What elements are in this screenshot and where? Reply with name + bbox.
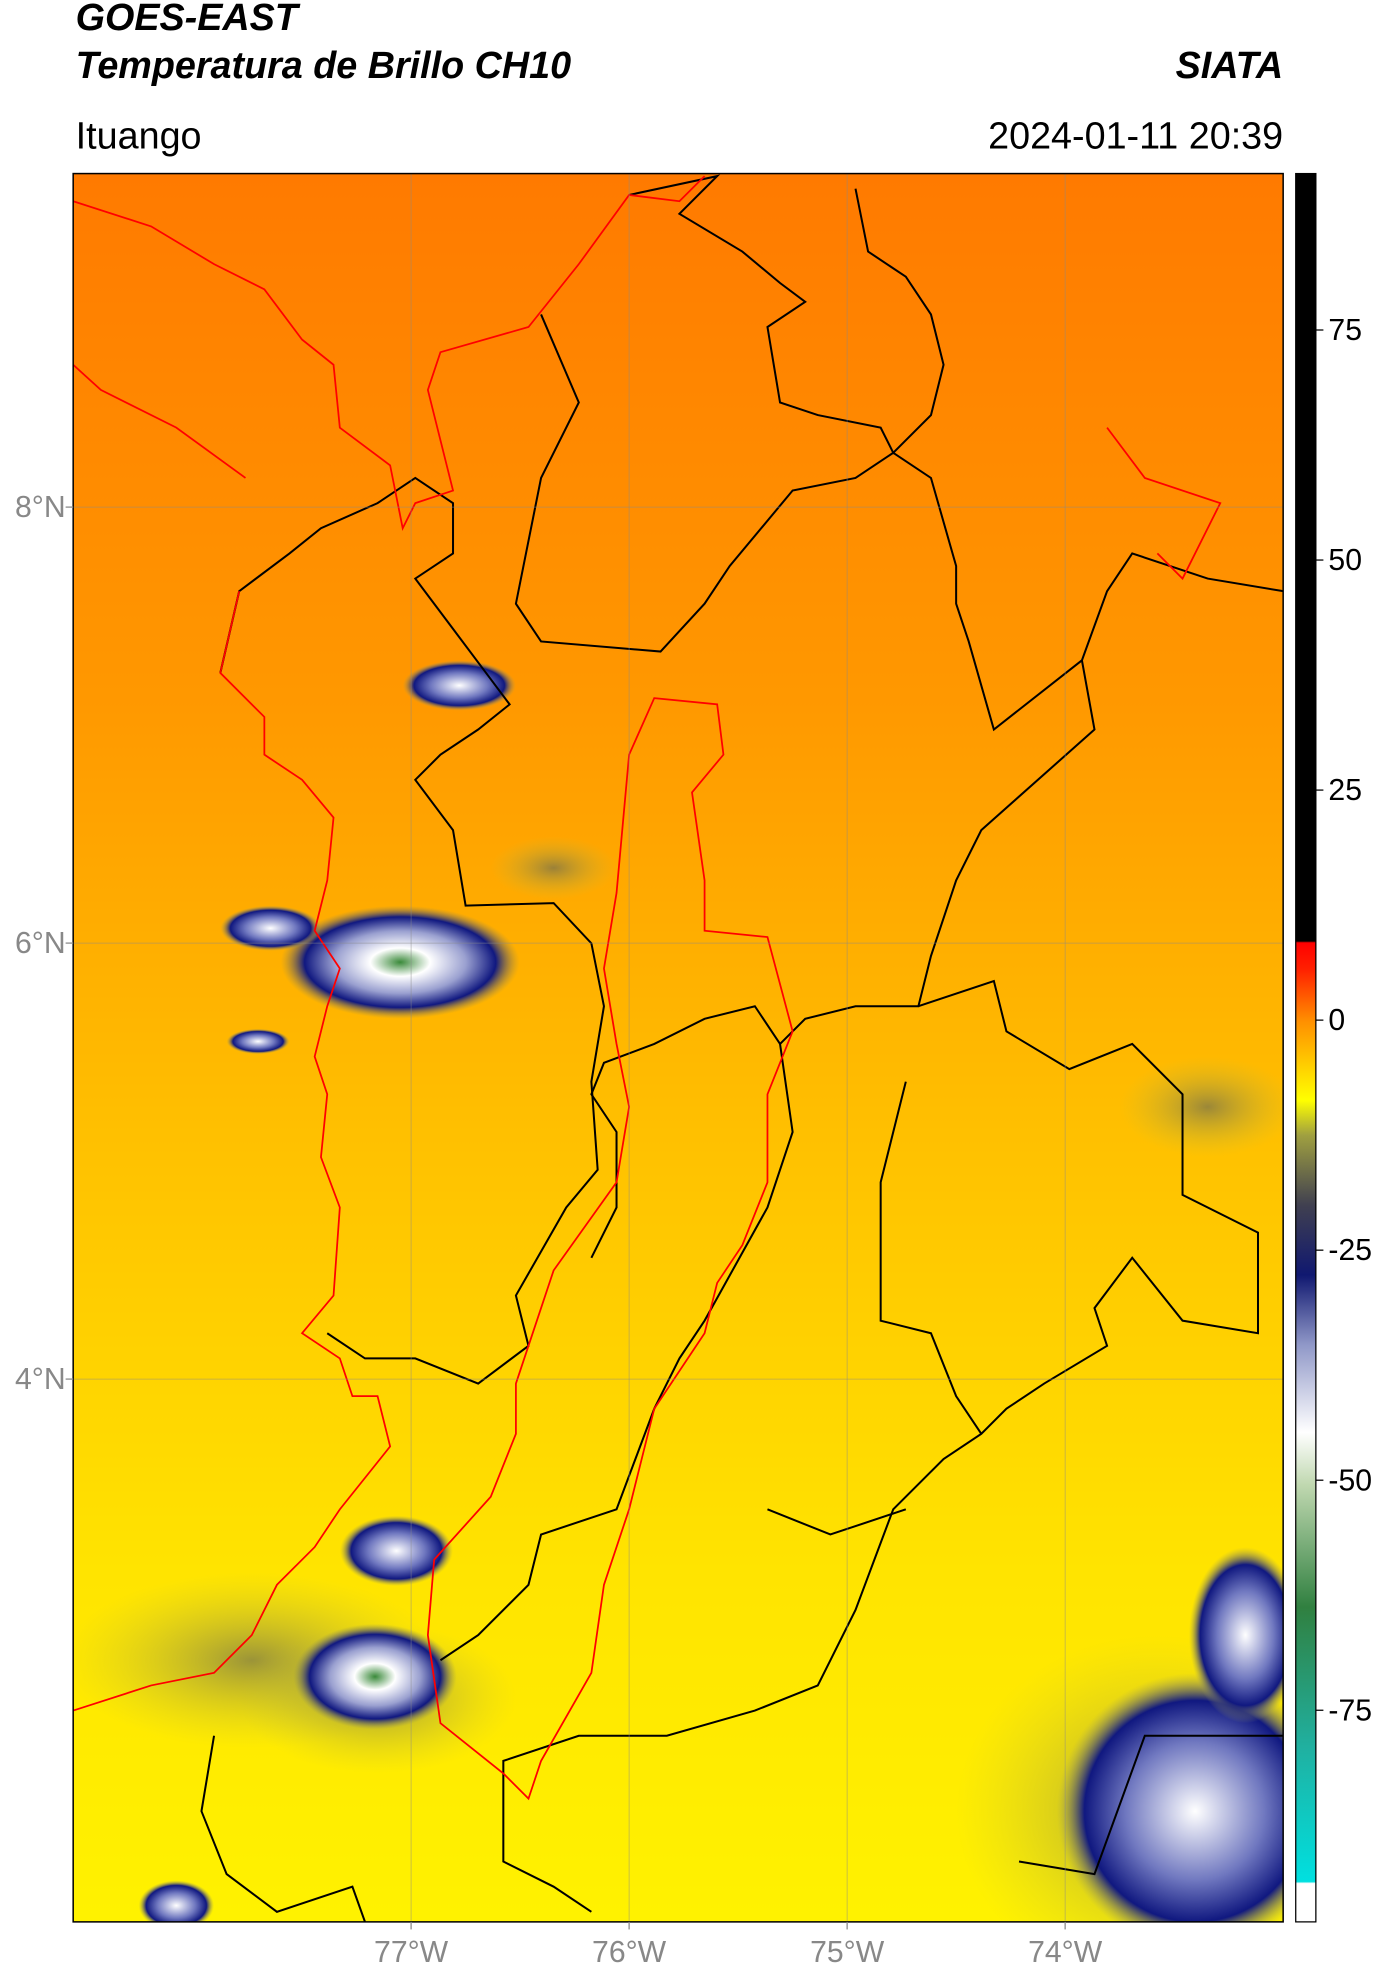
coastline bbox=[73, 364, 1222, 581]
cloud bbox=[1056, 1672, 1284, 1922]
border bbox=[200, 1734, 1284, 1922]
basin-outline bbox=[426, 697, 794, 1801]
x-tick-label: 74°W bbox=[1028, 1936, 1103, 1969]
colorbar-tick-label: 0 bbox=[1328, 1004, 1345, 1037]
location: Ituango bbox=[76, 114, 202, 156]
map bbox=[73, 173, 1284, 1922]
cloud bbox=[402, 660, 516, 711]
cloud bbox=[138, 1880, 215, 1922]
haze bbox=[490, 836, 617, 900]
colorbar-tick-label: -75 bbox=[1328, 1694, 1372, 1727]
cloud bbox=[339, 1515, 454, 1587]
map-frame bbox=[72, 172, 1284, 1923]
colorbar-tick-label: -50 bbox=[1328, 1464, 1372, 1497]
coastline bbox=[73, 175, 706, 1712]
haze bbox=[1119, 1056, 1284, 1158]
cloud bbox=[226, 1028, 290, 1055]
coastline bbox=[73, 175, 1222, 1801]
borders bbox=[200, 174, 1284, 1922]
border bbox=[219, 476, 605, 1385]
cloud bbox=[293, 1623, 457, 1730]
colorbar-tick-label: 50 bbox=[1328, 544, 1362, 577]
cloud bbox=[220, 905, 321, 951]
colorbar bbox=[1295, 172, 1317, 1923]
x-tick-label: 75°W bbox=[810, 1936, 885, 1969]
source: SIATA bbox=[1176, 44, 1284, 86]
x-tick-label: 76°W bbox=[592, 1936, 667, 1969]
title: GOES-EAST bbox=[76, 0, 301, 38]
clouds bbox=[73, 660, 1284, 1922]
datetime: 2024-01-11 20:39 bbox=[988, 114, 1283, 156]
border bbox=[628, 174, 945, 455]
y-tick-label: 4°N bbox=[15, 1363, 66, 1396]
colorbar-tick-label: 75 bbox=[1328, 314, 1362, 347]
grid bbox=[73, 173, 1284, 1922]
ticks: 77°W 76°W 75°W 74°W 4°N 6°N 8°N -75 -50 -25 0 25 50 7… bbox=[15, 314, 1372, 1969]
colorbar-tick-label: -25 bbox=[1328, 1234, 1372, 1267]
border bbox=[502, 979, 1260, 1913]
y-tick-label: 6°N bbox=[15, 927, 66, 960]
y-tick-label: 8°N bbox=[15, 491, 66, 524]
colorbar-tick-label: 25 bbox=[1328, 774, 1362, 807]
cloud bbox=[280, 905, 520, 1019]
cloud bbox=[1188, 1547, 1284, 1724]
x-tick-label: 77°W bbox=[374, 1936, 449, 1969]
subtitle: Temperatura de Brillo CH10 bbox=[76, 44, 571, 86]
